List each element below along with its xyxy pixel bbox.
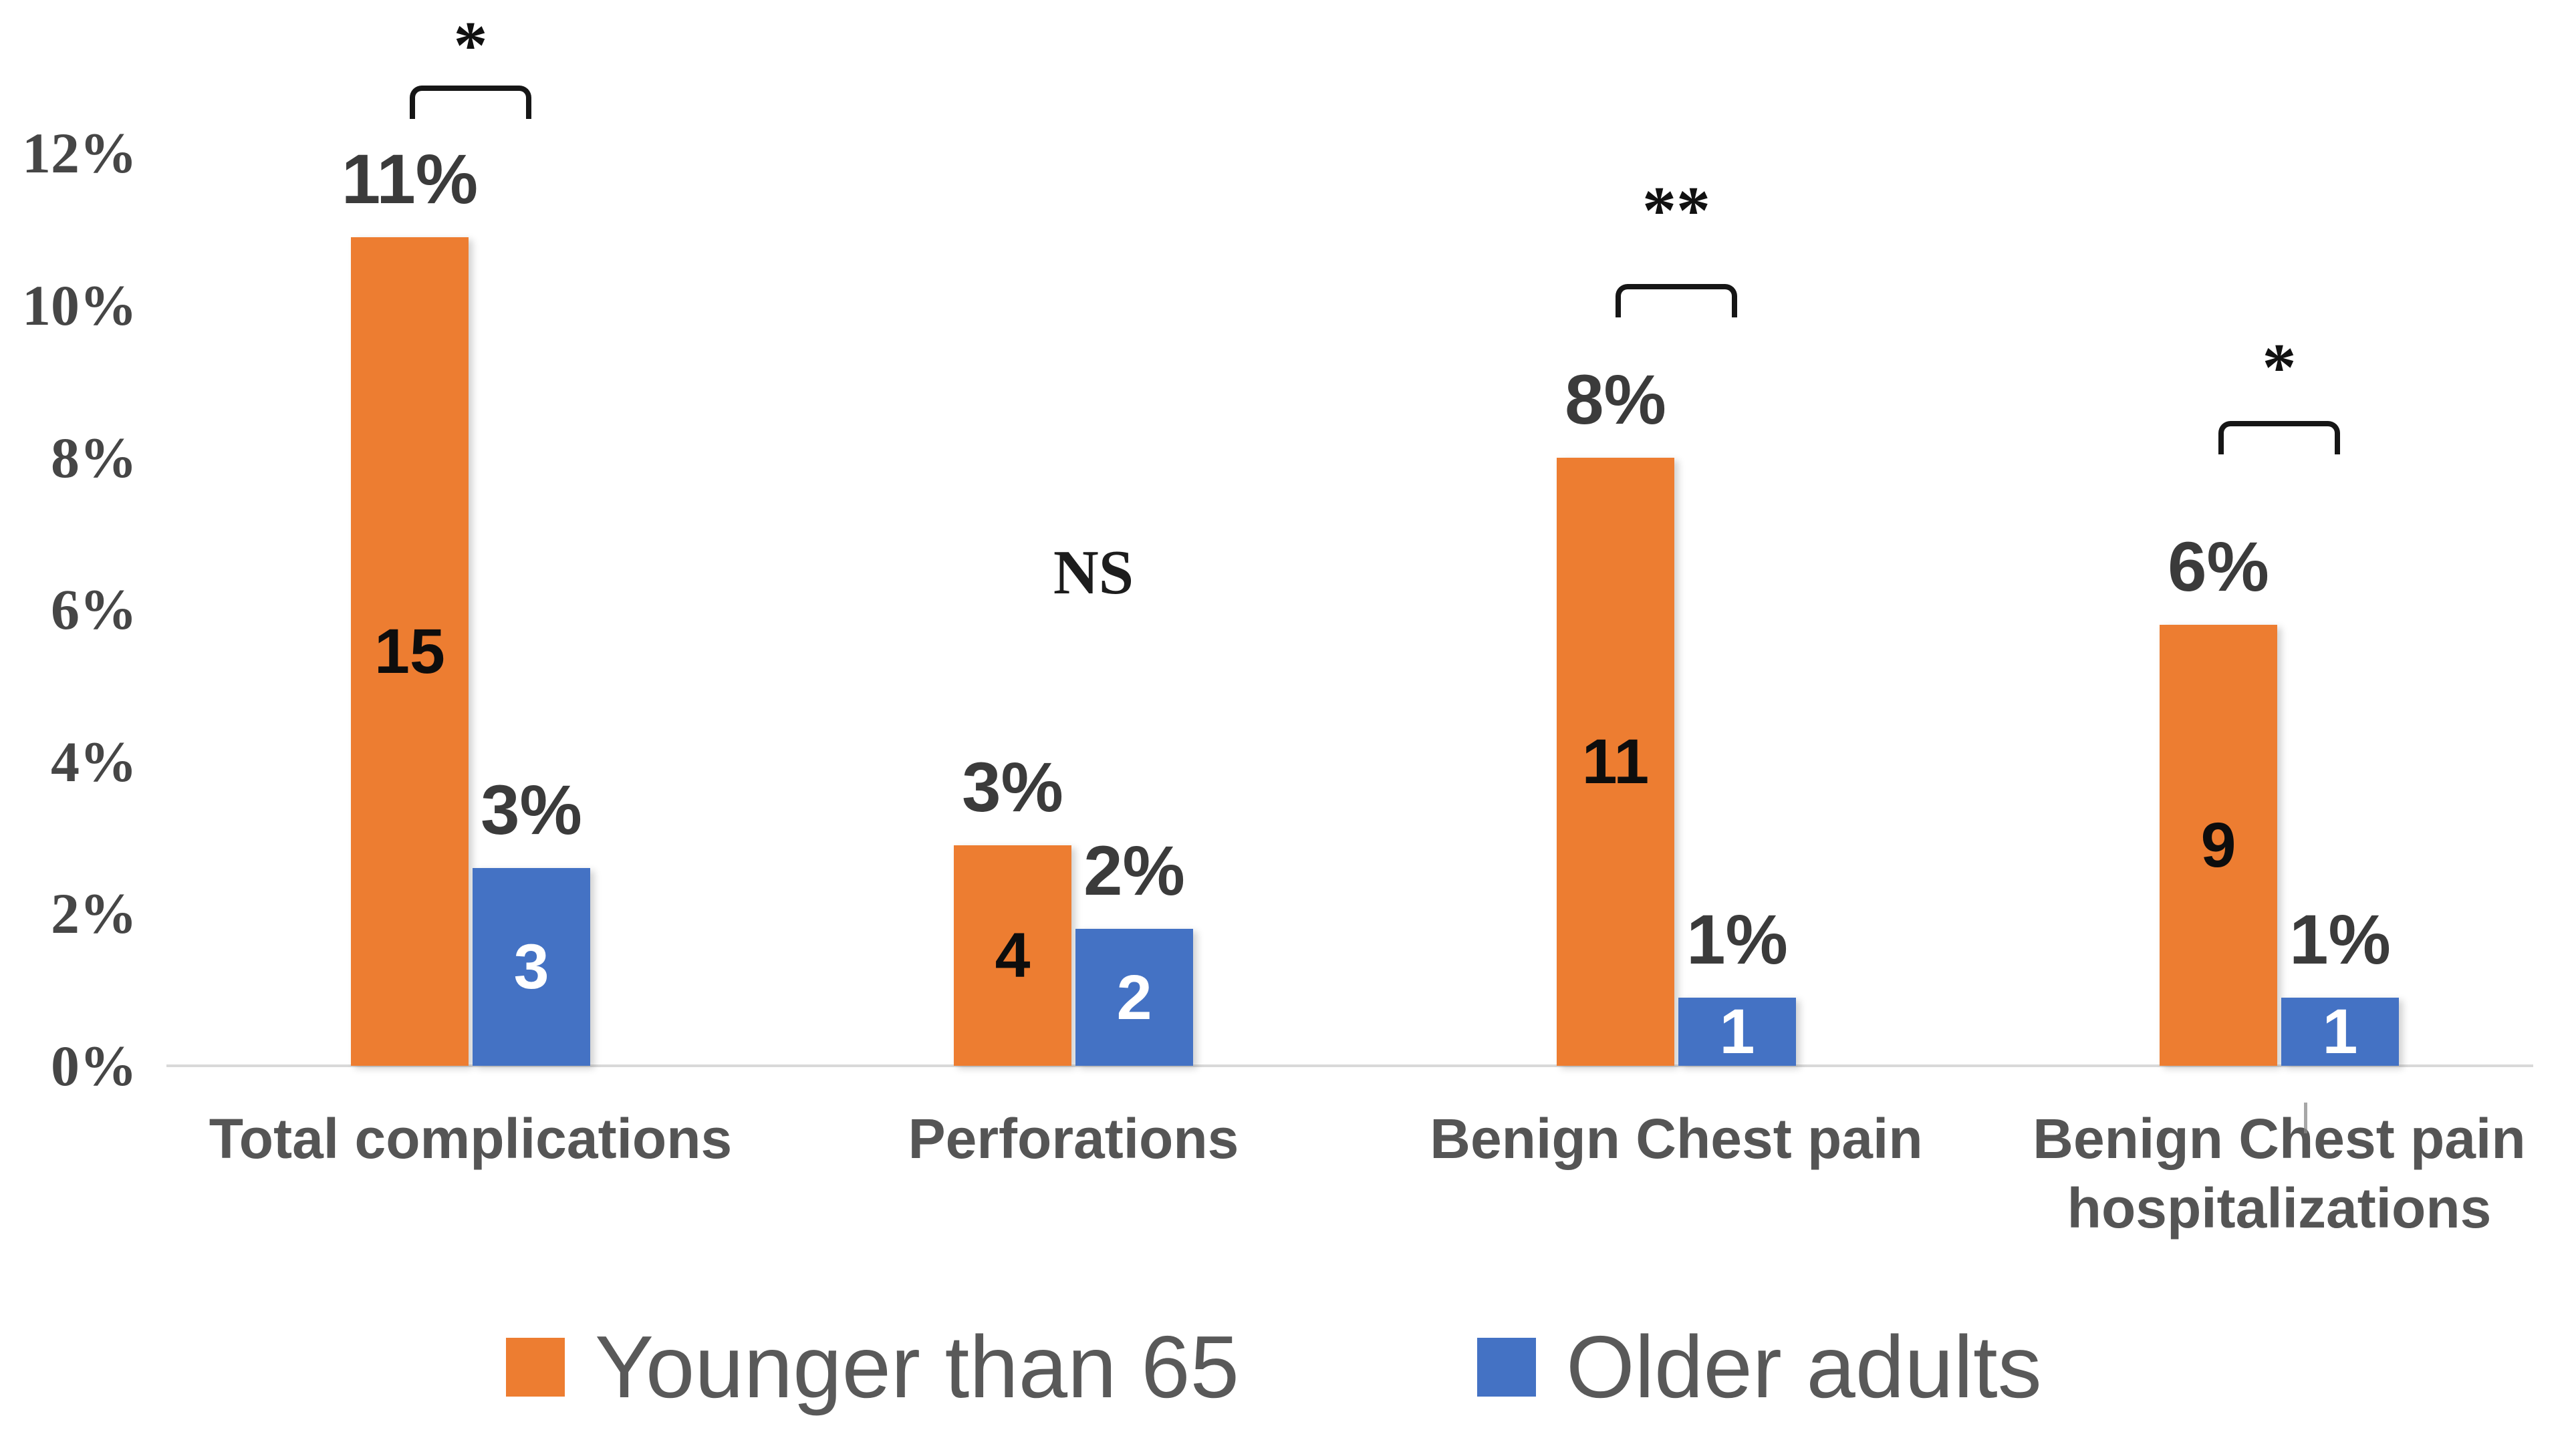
significance-marker: ** [1642,173,1710,249]
category-label: Benign Chest pain [1430,1107,1923,1170]
y-tick-label: 0% [51,1034,137,1098]
text-cursor-artifact [2304,1103,2307,1133]
bar-percent-label: 2% [1083,832,1185,910]
significance-bracket [410,86,531,119]
x-axis-line [166,1064,2533,1067]
bar-older [1678,998,1796,1066]
bar-younger [954,845,1071,1066]
legend-label: Younger than 65 [595,1318,1240,1416]
legend-swatch [1477,1338,1536,1397]
legend-label: Older adults [1566,1318,2042,1416]
bar-percent-label: 3% [481,771,582,849]
bar-percent-label: 3% [962,748,1063,827]
category-label: Benign Chest pain hospitalizations [2033,1107,2526,1240]
bar-count-label: 1 [2322,996,2358,1067]
significance-bracket [2218,421,2340,454]
y-tick-label: 12% [22,121,137,186]
legend-swatch [506,1338,565,1397]
y-tick-label: 2% [51,881,137,946]
legend-item: Older adults [1477,1318,2042,1416]
bar-percent-label: 6% [2168,528,2269,606]
bar-count-label: 11 [1581,726,1650,797]
bar-percent-label: 11% [341,140,479,219]
bar-count-label: 2 [1116,962,1152,1033]
y-tick-label: 8% [51,425,137,490]
bar-younger [351,237,469,1066]
significance-marker: * [453,8,488,84]
bar-younger [2160,625,2277,1066]
category-label: Perforations [908,1107,1239,1170]
bar-count-label: 15 [374,616,445,687]
y-tick-label: 10% [22,273,137,337]
bar-older [1075,929,1193,1066]
significance-bracket [1616,284,1737,317]
bar-count-label: 4 [995,920,1031,991]
y-tick-label: 4% [51,729,137,794]
legend-item: Younger than 65 [506,1318,1240,1416]
bar-count-label: 3 [513,932,549,1002]
significance-marker: * [2262,330,2297,406]
y-tick-label: 6% [51,577,137,642]
bar-percent-label: 8% [1565,361,1666,439]
category-label: Total complications [209,1107,733,1170]
significance-marker: NS [1053,538,1134,607]
bar-percent-label: 1% [2289,901,2391,979]
bar-older [2281,998,2399,1066]
bar-younger [1557,458,1674,1066]
bar-percent-label: 1% [1686,901,1788,979]
bar-count-label: 9 [2200,810,2236,881]
bar-older [473,868,590,1066]
bar-count-label: 1 [1719,996,1755,1067]
